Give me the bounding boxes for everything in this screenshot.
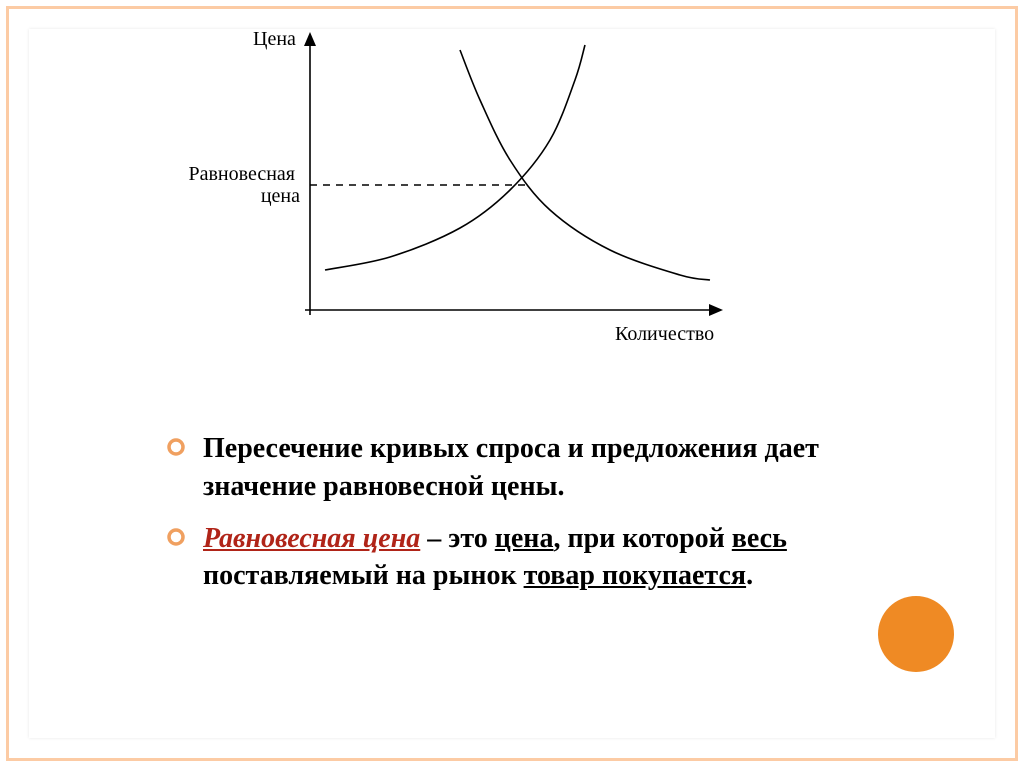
bullet-text: Равновесная цена – это цена, при которой… (203, 520, 845, 596)
equilibrium-label: Равновесная цена (188, 163, 300, 207)
bullet-list: Пересечение кривых спроса и предложения … (165, 430, 845, 609)
decorative-circle (878, 596, 954, 672)
equilibrium-chart: Цена Количество Равновесная цена (160, 20, 780, 360)
y-axis-arrow (304, 32, 316, 46)
x-axis-label: Количество (615, 323, 714, 345)
bullet-item: Пересечение кривых спроса и предложения … (165, 430, 845, 506)
bullet-text: Пересечение кривых спроса и предложения … (203, 430, 845, 506)
supply-curve (325, 45, 585, 270)
x-axis-arrow (709, 304, 723, 316)
bullet-icon (165, 436, 187, 458)
demand-curve (460, 50, 710, 280)
y-axis-label: Цена (253, 28, 296, 50)
bullet-item: Равновесная цена – это цена, при которой… (165, 520, 845, 596)
bullet-icon (165, 526, 187, 548)
